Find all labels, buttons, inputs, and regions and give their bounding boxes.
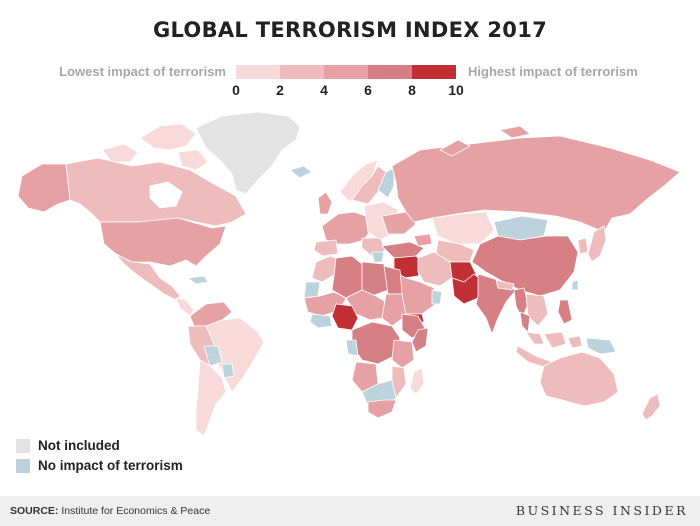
key-swatch-not-included (16, 438, 30, 453)
region-greece (371, 251, 385, 263)
region-japan (587, 225, 607, 263)
region-western-sahara (303, 281, 321, 299)
footer: SOURCE: Institute for Economics & Peace … (0, 496, 700, 526)
scale-swatch-6-8 (368, 65, 412, 79)
scale-tick: 6 (364, 82, 372, 98)
region-gulf-of-guinea (309, 313, 333, 329)
region-china (471, 235, 579, 297)
source-label: SOURCE: (10, 505, 59, 517)
scale-swatch-2-4 (280, 65, 324, 79)
region-sweden (351, 165, 387, 205)
region-turkey (381, 241, 425, 259)
region-russia-islands (439, 139, 471, 157)
scale-ticks: 0 2 4 6 8 10 (232, 82, 464, 100)
key-not-included: Not included (16, 438, 120, 453)
region-thailand (519, 311, 531, 333)
region-south-africa (367, 399, 397, 419)
region-oman (431, 289, 443, 305)
world-map (17, 111, 681, 437)
region-central-america (175, 297, 195, 317)
region-sudan (381, 293, 407, 327)
region-paraguay (221, 363, 235, 379)
region-east-africa (391, 339, 415, 369)
legend-high-label: Highest impact of terrorism (468, 64, 638, 79)
region-canada-islands (139, 123, 197, 151)
scale-swatch-4-6 (324, 65, 368, 79)
region-finland (377, 167, 395, 199)
scale-tick: 2 (276, 82, 284, 98)
region-usa (99, 217, 227, 267)
region-alaska (17, 163, 71, 213)
region-gabon-congo (345, 339, 359, 357)
region-canada-islands (177, 149, 209, 171)
scale-swatch-0-2 (236, 65, 280, 79)
region-southern-cone (195, 359, 227, 437)
region-new-zealand (641, 393, 661, 421)
region-ukraine (381, 211, 417, 235)
region-caribbean (187, 275, 209, 285)
region-syria-iraq (393, 255, 425, 279)
region-mozambique (391, 365, 407, 399)
region-russia-islands (499, 125, 531, 139)
brand-logo-text: BUSINESS INSIDER (515, 503, 688, 518)
region-uk (317, 191, 333, 215)
key-label-no-impact: No impact of terrorism (38, 458, 183, 473)
region-taiwan (571, 279, 579, 291)
scale-tick: 4 (320, 82, 328, 98)
scale-tick: 0 (232, 82, 240, 98)
region-myanmar (513, 287, 529, 319)
region-spain (313, 239, 339, 257)
scale-tick: 8 (408, 82, 416, 98)
source-text: Institute for Economics & Peace (61, 505, 211, 517)
region-indochina (525, 293, 549, 327)
legend-low-label: Lowest impact of terrorism (59, 64, 226, 79)
region-caucasus (413, 233, 433, 247)
region-madagascar (409, 367, 425, 395)
region-australia (539, 351, 619, 407)
region-indonesia (567, 335, 583, 349)
region-algeria (331, 255, 363, 299)
region-libya (361, 261, 389, 297)
scale-tick: 10 (448, 82, 464, 98)
key-no-impact: No impact of terrorism (16, 458, 183, 473)
region-russia (391, 135, 681, 233)
region-hudson-bay (149, 181, 183, 209)
source-credit: SOURCE: Institute for Economics & Peace (10, 505, 210, 517)
region-philippines (557, 299, 573, 325)
region-somalia (411, 327, 429, 353)
region-greenland (195, 111, 301, 195)
region-korea (577, 237, 589, 255)
region-bolivia (203, 345, 223, 367)
region-iceland (289, 165, 313, 179)
region-canada-islands (101, 143, 139, 163)
region-malaysia (525, 331, 545, 345)
region-indonesia (543, 331, 567, 349)
region-iran (417, 251, 453, 287)
key-swatch-no-impact (16, 458, 30, 473)
color-scale (236, 65, 456, 79)
key-label-not-included: Not included (38, 438, 120, 453)
scale-swatch-8-10 (412, 65, 456, 79)
region-kazakhstan (431, 211, 495, 245)
region-papua (585, 337, 617, 355)
region-nepal-bhutan (495, 279, 515, 291)
map-title: GLOBAL TERRORISM INDEX 2017 (152, 18, 548, 42)
